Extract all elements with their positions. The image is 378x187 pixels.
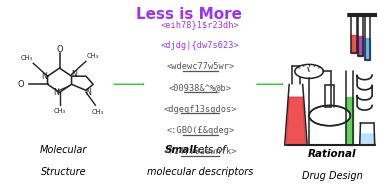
Polygon shape [285, 84, 307, 145]
Text: CH₃: CH₃ [86, 53, 98, 59]
Polygon shape [346, 71, 353, 145]
Text: Structure: Structure [40, 167, 86, 177]
Text: N: N [42, 72, 48, 81]
Text: N: N [54, 88, 59, 97]
Text: N: N [85, 88, 91, 97]
Polygon shape [286, 97, 306, 145]
Polygon shape [309, 116, 350, 125]
Text: <dgeqf13sgdos>: <dgeqf13sgdos> [164, 105, 237, 114]
Circle shape [295, 64, 323, 78]
Text: N: N [71, 70, 77, 79]
Polygon shape [360, 123, 375, 145]
Text: sets of: sets of [190, 145, 226, 155]
Polygon shape [352, 35, 357, 53]
Text: <djdg|{dw7s623>: <djdg|{dw7s623> [161, 41, 240, 50]
Polygon shape [365, 38, 370, 60]
Text: molecular descriptors: molecular descriptors [147, 167, 253, 177]
Polygon shape [358, 36, 364, 56]
Polygon shape [346, 97, 353, 145]
Text: <wdewc77w5wr>: <wdewc77w5wr> [166, 62, 234, 71]
Polygon shape [360, 134, 375, 145]
Text: CH₃: CH₃ [91, 109, 103, 116]
Circle shape [309, 105, 350, 126]
Text: O: O [18, 80, 25, 89]
Text: Molecular: Molecular [40, 145, 87, 155]
Text: Drug Design: Drug Design [302, 171, 363, 181]
Text: O: O [56, 45, 63, 54]
Text: Less is More: Less is More [136, 7, 242, 22]
Text: Small: Small [164, 145, 197, 155]
Text: Rational: Rational [308, 149, 356, 159]
Text: CH₃: CH₃ [21, 55, 33, 61]
Text: <eih78}1$r23dh>: <eih78}1$r23dh> [161, 20, 240, 29]
Text: <00938&^%@b>: <00938&^%@b> [169, 83, 232, 92]
Text: CH₃: CH₃ [53, 108, 66, 114]
Text: <?14;v0aewnfk>: <?14;v0aewnfk> [164, 147, 237, 156]
Text: <:GBO(£&qdeg>: <:GBO(£&qdeg> [166, 126, 234, 135]
